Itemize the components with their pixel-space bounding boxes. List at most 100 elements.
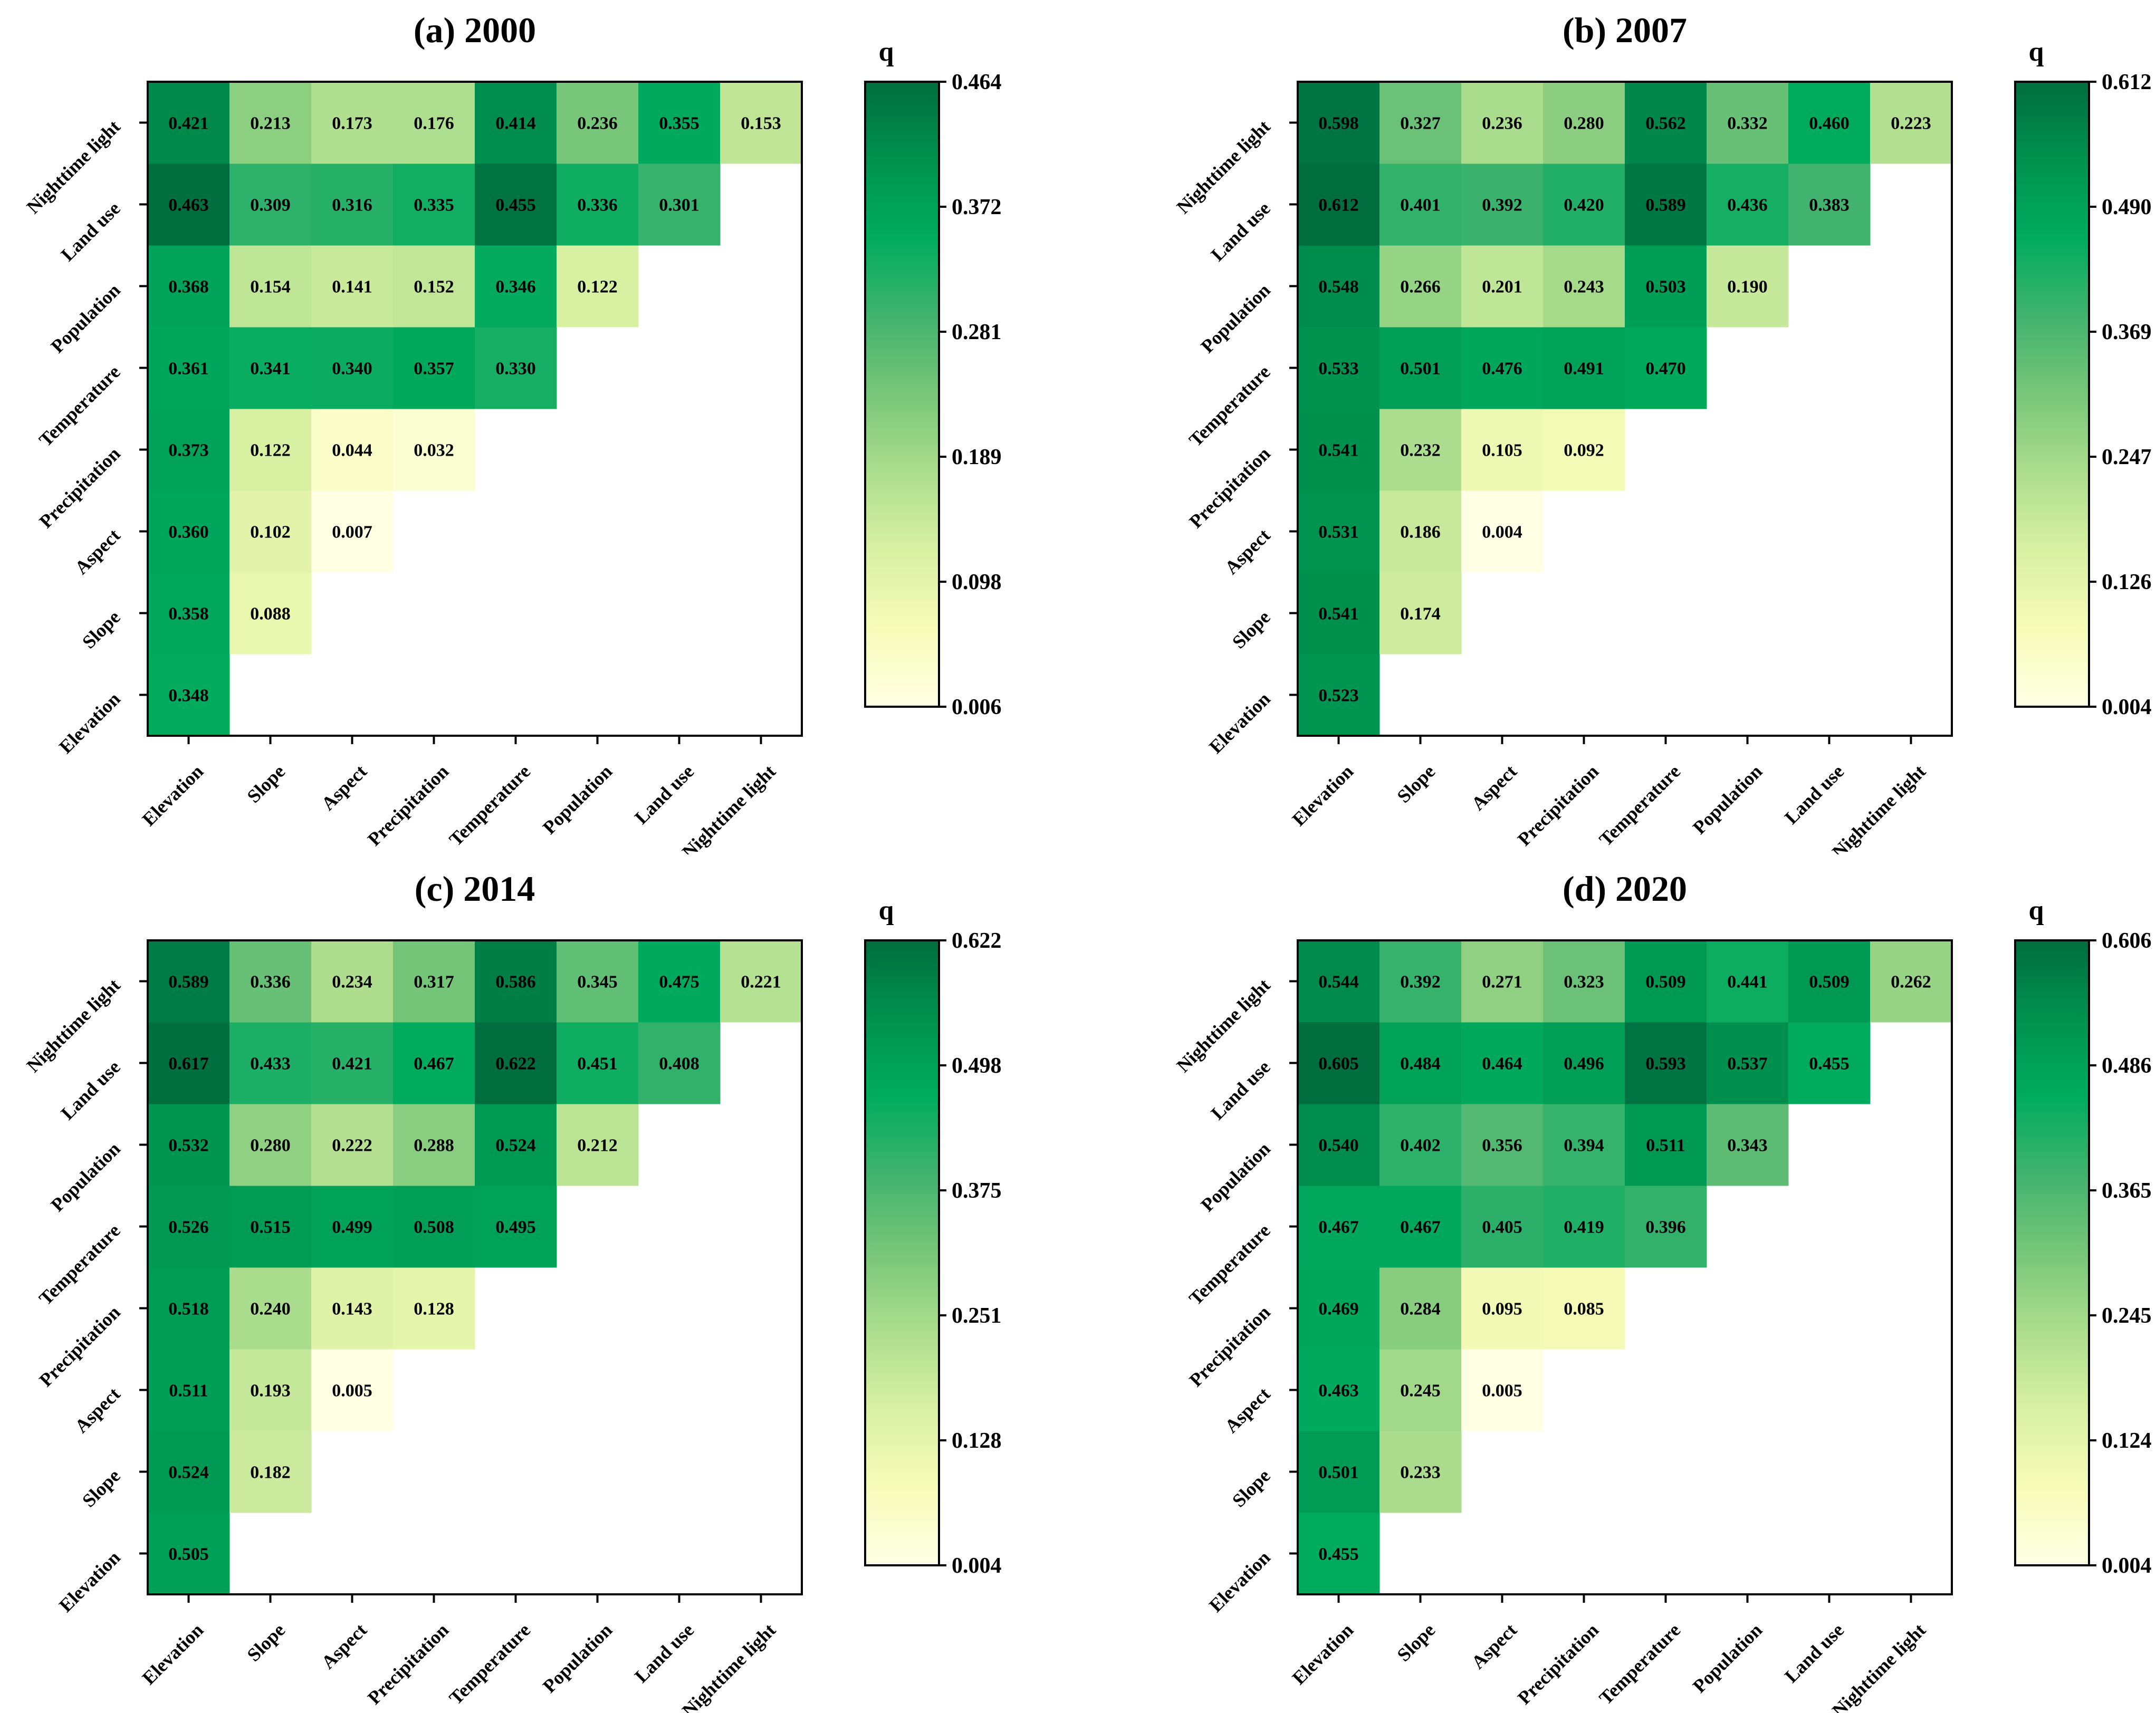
heatmap-cell	[311, 409, 394, 491]
cell-value-label: 0.343	[1727, 1136, 1768, 1156]
heatmap-cell	[1379, 940, 1462, 1023]
cell-value-label: 0.396	[1645, 1218, 1686, 1237]
heatmap-cell	[229, 1267, 312, 1350]
cell-value-label: 0.484	[1400, 1054, 1441, 1074]
heatmap-cell	[638, 1022, 721, 1104]
colorbar-tick-label: 0.004	[2102, 695, 2152, 719]
cell-value-label: 0.316	[332, 196, 372, 215]
cell-value-label: 0.463	[1318, 1381, 1359, 1401]
x-tick-label: Elevation	[138, 761, 208, 830]
heatmap-cell	[1707, 1104, 1789, 1186]
heatmap-cell	[148, 82, 230, 164]
heatmap-cell	[393, 245, 475, 328]
x-tick-label: Land use	[630, 1619, 698, 1687]
cell-value-label: 0.476	[1482, 359, 1522, 379]
heatmap-cell	[475, 940, 557, 1023]
plot-frame	[147, 939, 803, 1595]
heatmap-panel-a: (a) 2000 0.348 0.358 0.088 0.360 0.102 0.007 0.…	[0, 0, 1078, 854]
colorbar	[2014, 939, 2090, 1566]
cell-value-label: 0.470	[1645, 359, 1686, 379]
cell-value-label: 0.122	[250, 441, 291, 460]
heatmap-cell	[1788, 940, 1871, 1023]
cell-value-label: 0.491	[1564, 359, 1604, 379]
heatmap-cell	[475, 1022, 557, 1104]
cell-value-label: 0.122	[577, 277, 618, 297]
chart-title: (d) 2020	[1563, 869, 1687, 909]
heatmap-cell	[1298, 82, 1380, 164]
cell-value-label: 0.405	[1482, 1218, 1522, 1237]
y-tick-label: Precipitation	[1185, 1302, 1274, 1391]
cell-value-label: 0.085	[1564, 1300, 1604, 1319]
heatmap-cell	[1298, 572, 1380, 655]
x-tick-label: Slope	[243, 761, 289, 807]
cell-value-label: 0.612	[1318, 196, 1359, 215]
y-tick-label: Slope	[1228, 607, 1275, 653]
cell-value-label: 0.544	[1318, 973, 1359, 992]
heatmap-cell	[1379, 409, 1462, 491]
heatmap-cell	[1379, 1186, 1462, 1268]
heatmap-cell	[1707, 163, 1789, 246]
cell-value-label: 0.174	[1400, 604, 1441, 624]
plot-frame	[1297, 939, 1953, 1595]
cell-value-label: 0.266	[1400, 277, 1441, 297]
heatmap-svg: (a) 2000 0.348 0.358 0.088 0.360 0.102 0.007 0.…	[23, 10, 1002, 854]
cell-value-label: 0.622	[495, 1054, 536, 1074]
heatmap-cell	[1298, 490, 1380, 573]
cell-value-label: 0.540	[1318, 1136, 1359, 1156]
cell-value-label: 0.095	[1482, 1300, 1522, 1319]
heatmap-cell	[148, 1267, 230, 1350]
cell-value-label: 0.541	[1318, 604, 1359, 624]
x-tick-label: Population	[539, 761, 616, 838]
heatmap-cell	[1461, 940, 1544, 1023]
x-tick-label: Population	[1689, 1619, 1766, 1697]
cell-value-label: 0.518	[168, 1300, 209, 1319]
heatmap-cell	[1543, 409, 1625, 491]
heatmap-cell	[720, 940, 802, 1023]
colorbar-tick-label: 0.612	[2102, 70, 2152, 94]
cell-value-label: 0.005	[332, 1381, 372, 1401]
cell-value-label: 0.221	[741, 973, 781, 992]
cell-value-label: 0.501	[1400, 359, 1441, 379]
cell-value-label: 0.419	[1564, 1218, 1604, 1237]
heatmap-cell	[1707, 82, 1789, 164]
x-tick-label: Land use	[630, 761, 698, 828]
heatmap-cell	[393, 940, 475, 1023]
heatmap-cell	[148, 409, 230, 491]
cell-value-label: 0.186	[1400, 523, 1441, 542]
heatmap-cell	[1379, 490, 1462, 573]
heatmap-cell	[393, 1022, 475, 1104]
cell-value-label: 0.007	[332, 523, 372, 542]
plot-frame	[147, 81, 803, 737]
heatmap-cell	[148, 1022, 230, 1104]
cell-value-label: 0.154	[250, 277, 291, 297]
heatmap-cell	[1298, 245, 1380, 328]
heatmap-cell	[1298, 1104, 1380, 1186]
cell-value-label: 0.222	[332, 1136, 372, 1156]
cell-value-label: 0.402	[1400, 1136, 1441, 1156]
heatmap-panel-c: (c) 2014 0.505 0.524 0.182 0.511 0.193 0.005 0.…	[0, 859, 1078, 1713]
x-tick-label: Precipitation	[363, 1619, 453, 1708]
heatmap-cell	[1298, 1267, 1380, 1350]
heatmap-cell	[148, 654, 230, 736]
y-tick-label: Population	[1197, 1138, 1275, 1216]
heatmap-cell	[1298, 1431, 1380, 1513]
colorbar-tick-label: 0.622	[952, 929, 1002, 953]
heatmap-panel-d: (d) 2020 0.455 0.501 0.233 0.463 0.245 0.005 0.…	[1150, 859, 2156, 1713]
cell-value-label: 0.526	[168, 1218, 209, 1237]
cell-value-label: 0.463	[168, 196, 209, 215]
cell-value-label: 0.360	[168, 523, 209, 542]
x-tick-label: Temperature	[445, 1619, 534, 1709]
heatmap-cell	[1543, 940, 1625, 1023]
heatmap-cell	[557, 1104, 639, 1186]
heatmap-cell	[1298, 654, 1380, 736]
heatmap-cell	[1461, 82, 1544, 164]
cell-value-label: 0.280	[250, 1136, 291, 1156]
cell-value-label: 0.356	[1482, 1136, 1522, 1156]
cell-value-label: 0.469	[1318, 1300, 1359, 1319]
heatmap-cell	[393, 82, 475, 164]
cell-value-label: 0.201	[1482, 277, 1522, 297]
heatmap-cell	[311, 245, 394, 328]
cell-value-label: 0.368	[168, 277, 209, 297]
heatmap-cell	[1379, 1022, 1462, 1104]
heatmap-cell	[1625, 940, 1707, 1023]
